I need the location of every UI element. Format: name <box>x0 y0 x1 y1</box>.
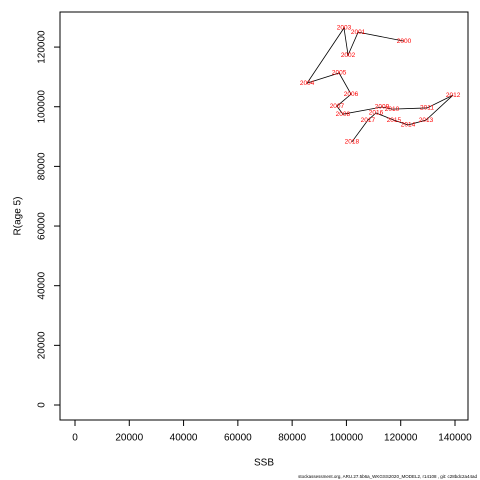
y-tick-label: 80000 <box>37 152 48 180</box>
x-tick-label: 120000 <box>384 433 418 444</box>
y-tick-label: 40000 <box>37 271 48 299</box>
x-axis-label: SSB <box>254 458 274 469</box>
x-tick-label: 140000 <box>438 433 472 444</box>
y-tick-label: 120000 <box>37 30 48 64</box>
year-label: 2015 <box>387 117 402 124</box>
y-tick-label: 60000 <box>37 212 48 240</box>
year-label: 2014 <box>401 122 416 129</box>
year-label: 2001 <box>351 29 366 36</box>
year-label: 2000 <box>397 38 412 45</box>
plot-frame <box>59 11 469 421</box>
year-label: 2017 <box>361 117 376 124</box>
x-tick-label: 40000 <box>170 433 198 444</box>
x-tick-label: 100000 <box>330 433 364 444</box>
year-label: 2008 <box>336 111 351 118</box>
year-label: 2007 <box>330 103 345 110</box>
year-label: 2011 <box>420 105 434 112</box>
y-tick-label: 100000 <box>37 90 48 124</box>
year-label: 2018 <box>345 139 360 146</box>
year-label: 2004 <box>300 80 315 87</box>
year-label: 2010 <box>385 106 400 113</box>
year-label: 2006 <box>344 91 359 98</box>
year-label: 2003 <box>337 25 352 32</box>
year-label: 2005 <box>332 70 347 77</box>
footnote: stockassessment.org, ARU.27.5b6a_WKGSS20… <box>298 474 477 479</box>
x-tick-label: 60000 <box>224 433 252 444</box>
x-tick-label: 0 <box>72 433 78 444</box>
year-label: 2016 <box>369 110 384 117</box>
x-tick-label: 80000 <box>278 433 306 444</box>
y-tick-label: 0 <box>37 402 48 408</box>
year-label: 2013 <box>419 117 434 124</box>
y-axis-label: R(age 5) <box>13 197 24 236</box>
year-label: 2002 <box>341 52 356 59</box>
y-tick-label: 20000 <box>37 331 48 359</box>
year-label: 2009 <box>375 104 390 111</box>
year-label: 2012 <box>446 92 461 99</box>
trajectory-line <box>306 26 454 143</box>
x-tick-label: 20000 <box>115 433 143 444</box>
